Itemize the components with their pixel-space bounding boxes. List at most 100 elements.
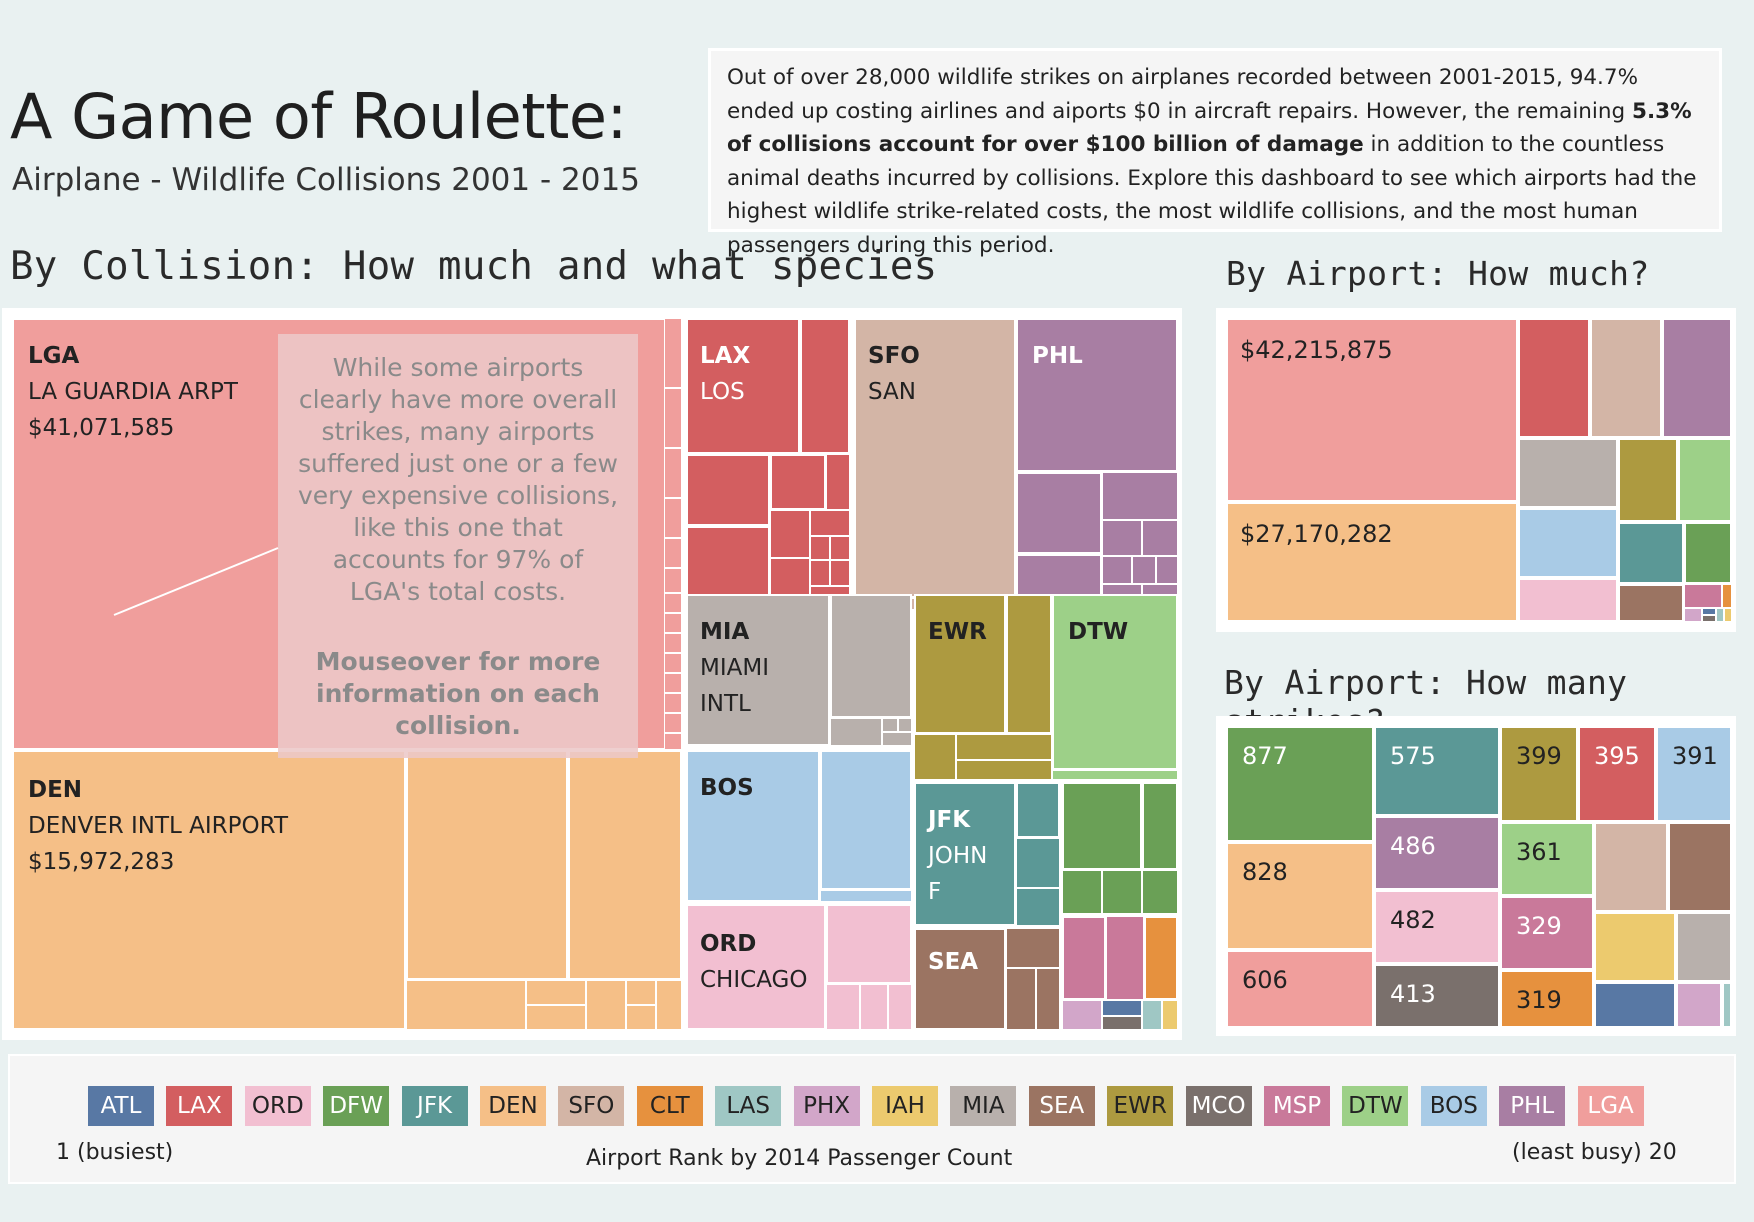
strike-cell-clt[interactable]: 319 [1500,970,1594,1028]
tm-cell-phl-main[interactable] [1016,318,1178,472]
tm-cell-den[interactable] [656,980,682,1030]
tm-cell-bos[interactable] [820,750,912,890]
tm-cell-lga-small[interactable] [664,673,682,693]
strike-cell-msp[interactable]: 329 [1500,896,1594,970]
tm-cell-sea[interactable] [1036,968,1060,1030]
legend-item-phx[interactable]: PHX [793,1086,860,1126]
cost-cell-mco[interactable] [1702,615,1716,622]
tm-cell-lga-small[interactable] [664,693,682,713]
legend-item-dfw[interactable]: DFW [323,1086,390,1126]
cost-cell-ord[interactable] [1518,578,1618,622]
tm-cell-ord[interactable] [826,984,860,1030]
legend-item-jfk[interactable]: JFK [401,1086,468,1126]
tm-cell-sea-main[interactable] [914,928,1006,1030]
tm-cell-jfk[interactable] [1016,782,1060,838]
tm-cell-den[interactable] [406,980,526,1030]
legend-item-den[interactable]: DEN [480,1086,546,1126]
tm-cell-phl[interactable] [1132,556,1156,584]
tm-cell-mia[interactable] [830,594,912,718]
strike-cell-ewr[interactable]: 399 [1500,726,1578,822]
tm-cell-atl[interactable] [1102,1000,1142,1016]
tm-cell-mco[interactable] [1102,1016,1142,1030]
legend-item-mia[interactable]: MIA [950,1086,1017,1126]
legend-item-iah[interactable]: IAH [872,1086,938,1126]
tm-cell-dtw-main[interactable] [1052,594,1178,770]
tm-cell-sea[interactable] [1006,968,1036,1030]
tm-cell-lax[interactable] [810,536,830,560]
tm-cell-phl[interactable] [1102,472,1178,520]
legend-item-lga[interactable]: LGA [1577,1086,1644,1126]
tm-cell-sea[interactable] [1006,928,1060,968]
tm-cell-mia[interactable] [898,718,912,732]
cost-cell-dfw[interactable] [1684,522,1732,584]
tm-cell-dfw[interactable] [1142,870,1178,914]
legend-item-clt[interactable]: CLT [636,1086,703,1126]
strike-cell-dfw[interactable]: 877 [1226,726,1374,842]
tm-cell-dfw[interactable] [1062,782,1142,870]
tm-cell-lga-small[interactable] [664,568,682,593]
tm-cell-lga-small[interactable] [664,613,682,633]
strike-cell-iah[interactable] [1594,912,1676,982]
tm-cell-den[interactable] [406,750,568,980]
cost-cell-mia[interactable] [1518,438,1618,508]
legend-item-atl[interactable]: ATL [88,1086,154,1126]
strike-cell-ord[interactable]: 482 [1374,890,1500,964]
legend-item-bos[interactable]: BOS [1420,1086,1487,1126]
strike-cell-bos[interactable]: 391 [1656,726,1732,822]
tm-cell-lax-main[interactable] [686,318,800,454]
cost-cell-iah[interactable] [1724,608,1732,622]
tm-cell-den[interactable] [586,980,626,1030]
tm-cell-den[interactable] [526,1005,586,1030]
tm-cell-ord[interactable] [826,904,912,984]
tm-cell-msp[interactable] [1106,916,1144,1000]
tm-cell-phl[interactable] [1142,520,1178,556]
tm-cell-lax[interactable] [770,454,826,510]
tm-cell-lax[interactable] [810,510,850,536]
tm-cell-iah[interactable] [1162,1000,1178,1030]
tm-cell-dfw[interactable] [1102,870,1142,914]
cost-cell-phx[interactable] [1684,608,1702,622]
cost-cell-ewr[interactable] [1618,438,1678,522]
cost-cell-lax[interactable] [1518,318,1590,438]
strike-cell-phx[interactable] [1676,982,1722,1028]
tm-cell-lax[interactable] [800,318,850,454]
tm-cell-mia[interactable] [882,732,912,746]
tm-cell-den[interactable] [626,1005,656,1030]
tm-cell-ewr[interactable] [1006,594,1052,734]
strike-cell-las[interactable] [1722,982,1732,1028]
cost-cell-sea[interactable] [1618,584,1684,622]
legend-item-las[interactable]: LAS [715,1086,782,1126]
tm-cell-bos[interactable] [820,890,912,902]
cost-cell-atl[interactable] [1702,608,1716,615]
cost-cell-las[interactable] [1716,608,1724,622]
legend-item-sfo[interactable]: SFO [558,1086,625,1126]
tm-cell-ewr-main[interactable] [914,594,1006,734]
strike-cell-lga[interactable]: 606 [1226,950,1374,1028]
tm-cell-lax[interactable] [770,510,810,558]
tm-cell-jfk-main[interactable] [914,782,1016,926]
strike-cell-phl[interactable]: 486 [1374,816,1500,890]
legend-item-lax[interactable]: LAX [166,1086,233,1126]
legend-item-ord[interactable]: ORD [244,1086,311,1126]
tm-cell-ord-main[interactable] [686,904,826,1030]
tm-cell-lax[interactable] [826,454,850,510]
tm-cell-dfw[interactable] [1142,782,1178,870]
legend-item-mco[interactable]: MCO [1185,1086,1252,1126]
tm-cell-sfo-main[interactable] [854,318,1016,598]
tm-cell-lga-small[interactable] [664,388,682,448]
tm-cell-den[interactable] [626,980,656,1005]
tm-cell-lax[interactable] [830,536,850,560]
cost-cell-sfo[interactable] [1590,318,1662,438]
tm-cell-lga-small[interactable] [664,633,682,653]
tm-cell-lga-small[interactable] [664,733,682,750]
strike-cell-sea[interactable] [1668,822,1732,912]
tm-cell-dtw[interactable] [1052,770,1178,780]
tm-cell-lga-small[interactable] [664,448,682,498]
tm-cell-lga-small[interactable] [664,538,682,568]
tm-cell-lax[interactable] [830,560,850,586]
tm-cell-lga-small[interactable] [664,653,682,673]
tm-cell-mia[interactable] [830,718,882,746]
tm-cell-lga-small[interactable] [664,713,682,733]
tm-cell-den[interactable] [568,750,682,980]
tm-cell-lax[interactable] [686,454,770,526]
